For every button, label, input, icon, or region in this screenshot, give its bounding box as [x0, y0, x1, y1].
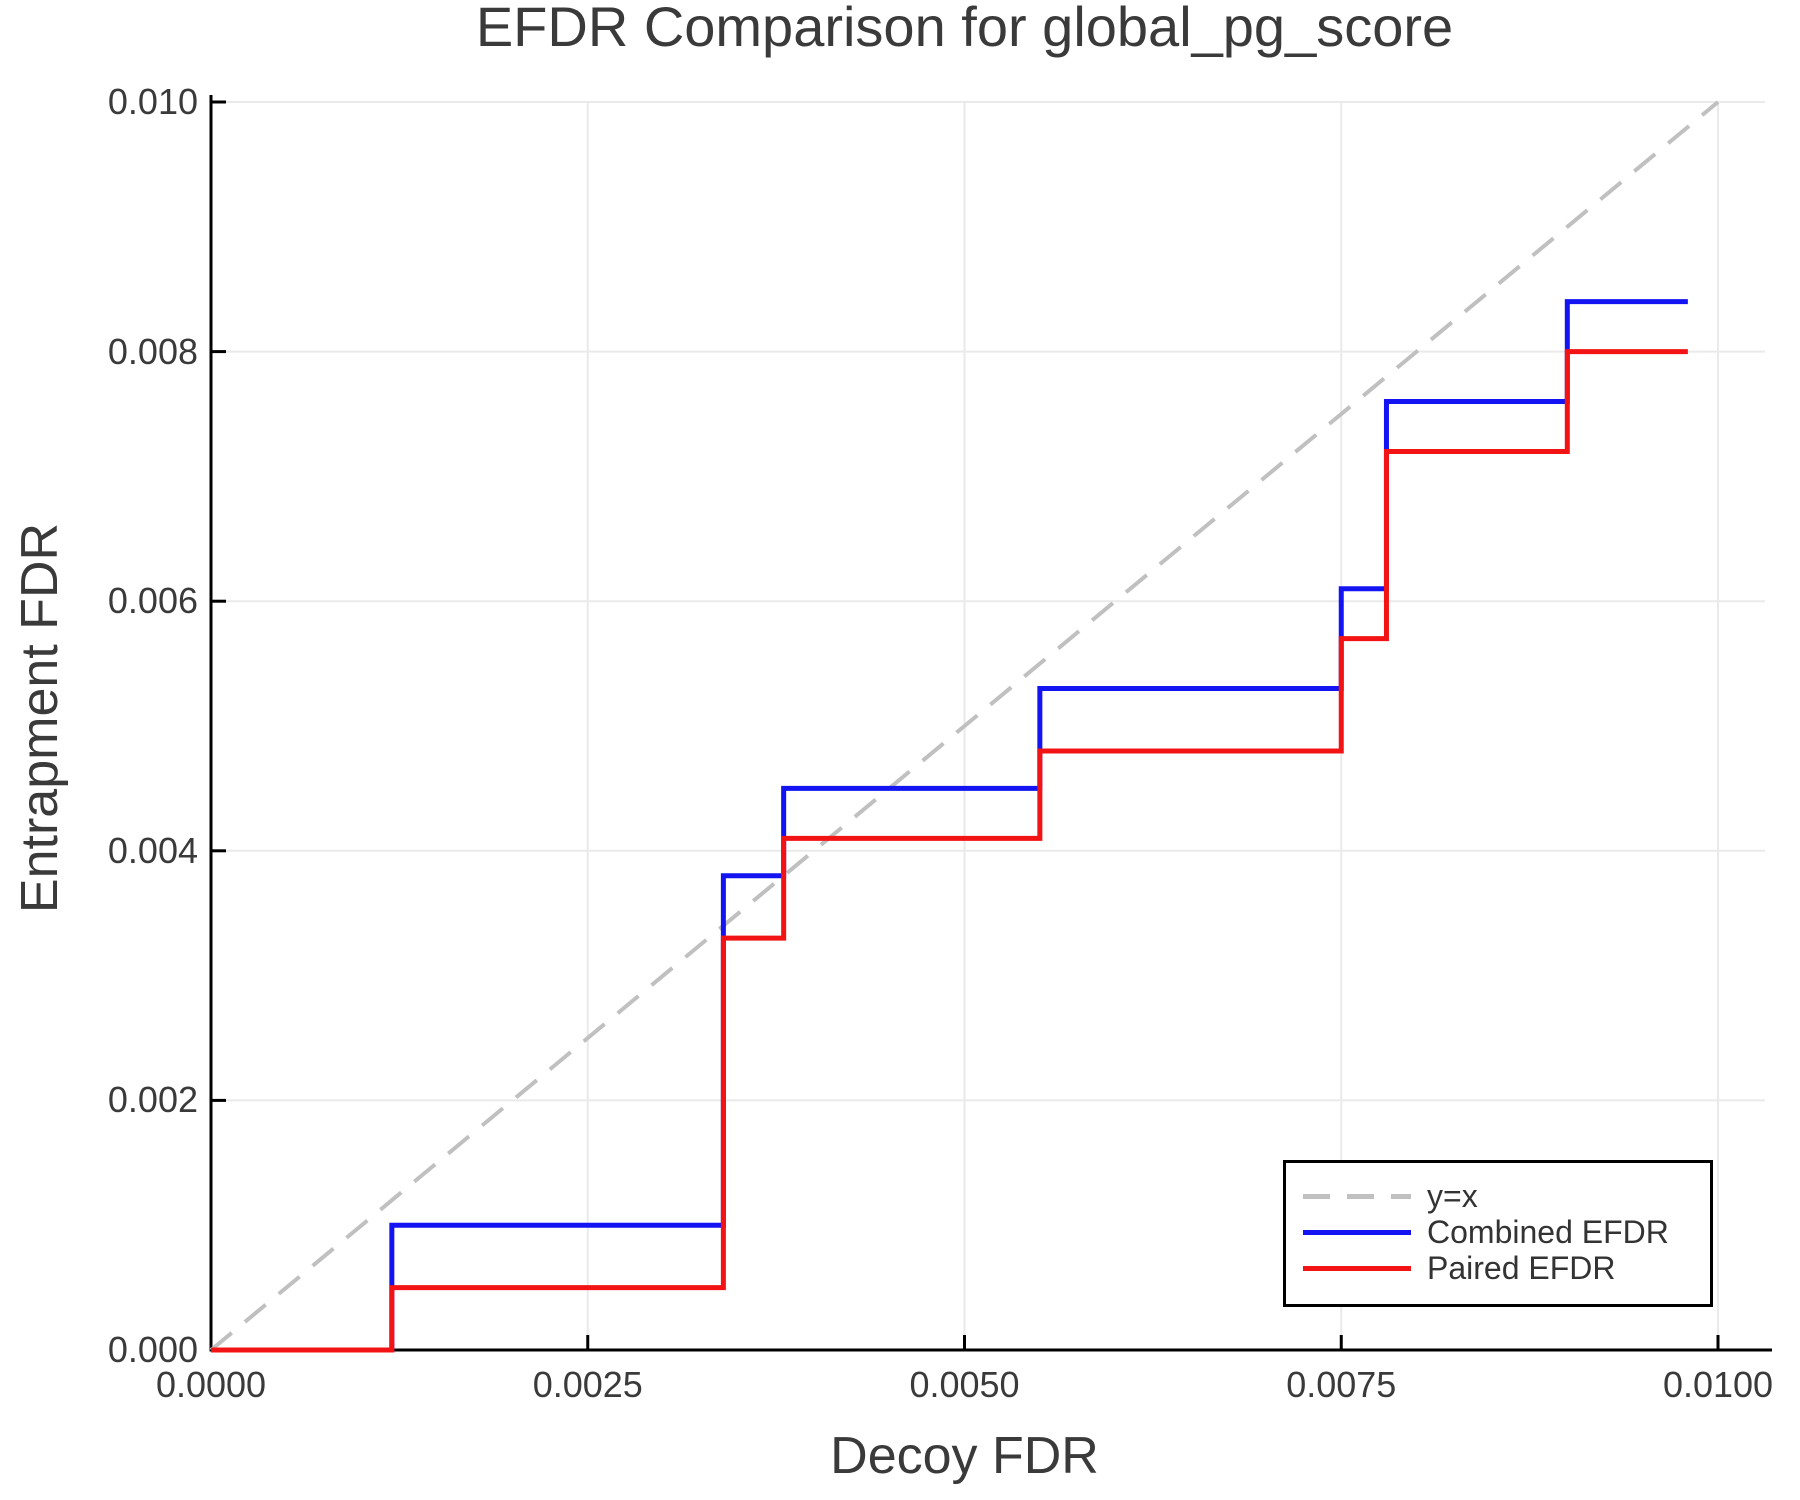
legend-row-paired: Paired EFDR — [1303, 1250, 1710, 1286]
legend-row-combined: Combined EFDR — [1303, 1214, 1710, 1250]
blue-line-swatch — [1303, 1229, 1411, 1235]
identity-dashed-line — [209, 100, 1720, 1352]
legend-label-combined: Combined EFDR — [1427, 1214, 1669, 1250]
legend: y=x Combined EFDR Paired EFDR — [1283, 1160, 1713, 1307]
legend-label-yx: y=x — [1427, 1178, 1478, 1214]
combined-efdr-step-line — [211, 299, 1688, 1353]
dashed-line-swatch — [1303, 1193, 1411, 1199]
legend-row-yx: y=x — [1303, 1178, 1710, 1214]
legend-label-paired: Paired EFDR — [1427, 1250, 1616, 1286]
paired-efdr-step-line — [211, 349, 1688, 1353]
chart-title: EFDR Comparison for global_pg_score — [475, 0, 1454, 58]
red-line-swatch — [1303, 1265, 1411, 1271]
x-axis-title: Decoy FDR — [830, 1427, 1099, 1485]
